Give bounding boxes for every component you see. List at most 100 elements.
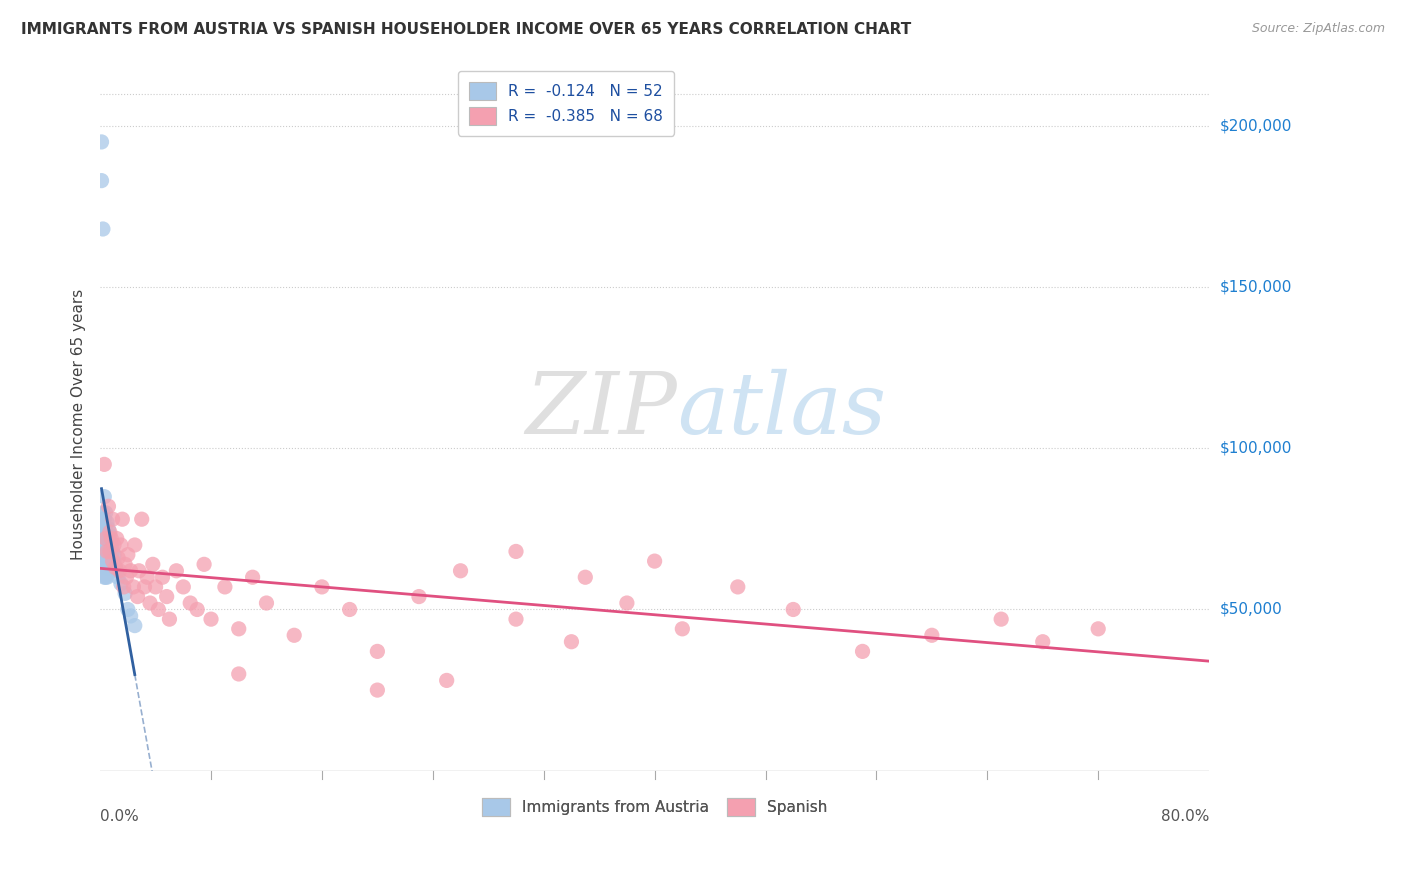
Point bbox=[120, 564, 142, 578]
Point bbox=[98, 528, 121, 542]
Point bbox=[1032, 634, 1054, 648]
Point bbox=[117, 548, 139, 562]
Point bbox=[200, 612, 222, 626]
Point bbox=[94, 570, 117, 584]
Point bbox=[94, 532, 117, 546]
Point bbox=[782, 602, 804, 616]
Point bbox=[124, 538, 146, 552]
Point bbox=[91, 518, 114, 533]
Point bbox=[111, 512, 134, 526]
Point bbox=[98, 548, 121, 562]
Text: 80.0%: 80.0% bbox=[1161, 809, 1209, 824]
Text: Source: ZipAtlas.com: Source: ZipAtlas.com bbox=[1251, 22, 1385, 36]
Point bbox=[179, 596, 201, 610]
Point bbox=[94, 522, 117, 536]
Point bbox=[124, 618, 146, 632]
Point bbox=[101, 554, 124, 568]
Point bbox=[114, 558, 136, 572]
Point bbox=[193, 558, 215, 572]
Text: $50,000: $50,000 bbox=[1220, 602, 1282, 617]
Point bbox=[90, 135, 112, 149]
Point bbox=[100, 548, 122, 562]
Point bbox=[94, 544, 117, 558]
Point bbox=[100, 554, 122, 568]
Point bbox=[101, 544, 124, 558]
Point bbox=[228, 622, 250, 636]
Point bbox=[90, 173, 112, 187]
Point bbox=[96, 570, 118, 584]
Point bbox=[91, 528, 114, 542]
Point bbox=[574, 570, 596, 584]
Point bbox=[120, 609, 142, 624]
Point bbox=[228, 667, 250, 681]
Point bbox=[339, 602, 361, 616]
Point bbox=[96, 560, 118, 574]
Point bbox=[134, 580, 156, 594]
Point bbox=[921, 628, 943, 642]
Text: 0.0%: 0.0% bbox=[100, 809, 139, 824]
Point bbox=[98, 525, 121, 540]
Point bbox=[851, 644, 873, 658]
Point bbox=[139, 596, 162, 610]
Point bbox=[100, 532, 122, 546]
Point bbox=[136, 570, 159, 584]
Point bbox=[93, 560, 115, 574]
Point bbox=[101, 512, 124, 526]
Point bbox=[1087, 622, 1109, 636]
Point bbox=[107, 550, 129, 565]
Point bbox=[110, 576, 132, 591]
Text: $200,000: $200,000 bbox=[1220, 119, 1292, 133]
Point bbox=[94, 532, 117, 546]
Point bbox=[104, 560, 127, 574]
Point bbox=[117, 602, 139, 616]
Point bbox=[127, 590, 149, 604]
Point bbox=[671, 622, 693, 636]
Point bbox=[103, 548, 125, 562]
Point bbox=[128, 564, 150, 578]
Y-axis label: Householder Income Over 65 years: Householder Income Over 65 years bbox=[72, 288, 86, 559]
Point bbox=[93, 544, 115, 558]
Point bbox=[156, 590, 179, 604]
Legend: Immigrants from Austria, Spanish: Immigrants from Austria, Spanish bbox=[475, 792, 834, 822]
Point bbox=[436, 673, 458, 688]
Point bbox=[256, 596, 278, 610]
Point bbox=[366, 683, 388, 698]
Point bbox=[311, 580, 333, 594]
Point bbox=[115, 570, 138, 584]
Point bbox=[93, 490, 115, 504]
Point bbox=[105, 532, 128, 546]
Point bbox=[145, 580, 167, 594]
Point bbox=[172, 580, 194, 594]
Point bbox=[93, 512, 115, 526]
Point bbox=[148, 602, 170, 616]
Point bbox=[96, 528, 118, 542]
Point bbox=[142, 558, 165, 572]
Point bbox=[616, 596, 638, 610]
Text: $150,000: $150,000 bbox=[1220, 279, 1292, 294]
Point bbox=[107, 570, 129, 584]
Point bbox=[103, 554, 125, 568]
Point bbox=[97, 541, 120, 556]
Point bbox=[450, 564, 472, 578]
Point bbox=[94, 506, 117, 520]
Point bbox=[93, 458, 115, 472]
Point bbox=[990, 612, 1012, 626]
Point bbox=[104, 560, 127, 574]
Point bbox=[97, 532, 120, 546]
Point bbox=[112, 580, 135, 594]
Point bbox=[366, 644, 388, 658]
Text: atlas: atlas bbox=[676, 369, 886, 451]
Point bbox=[98, 544, 121, 558]
Point bbox=[101, 554, 124, 568]
Point bbox=[93, 554, 115, 568]
Text: IMMIGRANTS FROM AUSTRIA VS SPANISH HOUSEHOLDER INCOME OVER 65 YEARS CORRELATION : IMMIGRANTS FROM AUSTRIA VS SPANISH HOUSE… bbox=[21, 22, 911, 37]
Point bbox=[408, 590, 430, 604]
Point bbox=[96, 548, 118, 562]
Point bbox=[96, 538, 118, 552]
Point bbox=[186, 602, 208, 616]
Point bbox=[97, 500, 120, 514]
Point bbox=[152, 570, 174, 584]
Point bbox=[97, 522, 120, 536]
Point bbox=[91, 506, 114, 520]
Point bbox=[96, 554, 118, 568]
